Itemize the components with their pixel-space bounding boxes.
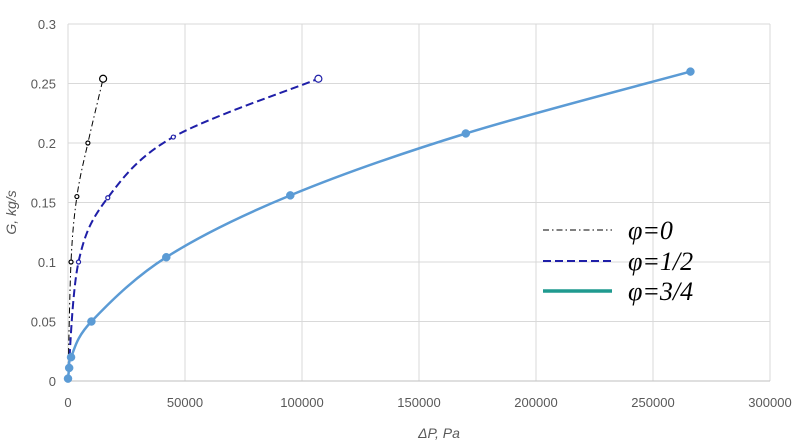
data-point — [105, 195, 111, 201]
data-point — [66, 352, 76, 362]
legend-label: φ=3/4 — [628, 277, 693, 306]
series-line — [66, 70, 691, 379]
data-point — [461, 129, 471, 138]
grid — [68, 23, 771, 381]
y-axis-title: G, kg/s — [3, 190, 19, 234]
data-point — [74, 193, 80, 200]
x-tick-label: 100000 — [280, 395, 323, 410]
x-tick-label: 200000 — [514, 395, 557, 410]
data-point — [314, 74, 323, 83]
data-point — [87, 317, 96, 326]
tick-labels: 0 50000 100000 150000 200000 250000 300000 0 0.0… — [31, 17, 792, 410]
data-point — [686, 67, 695, 76]
legend-label: φ=0 — [628, 216, 673, 245]
data-point — [75, 259, 82, 265]
data-point — [68, 259, 74, 265]
data-point — [162, 252, 171, 262]
y-tick-label: 0.2 — [38, 136, 56, 151]
y-tick-label: 0 — [49, 374, 56, 389]
legend: φ=0φ=1/2φ=3/4 — [543, 216, 693, 306]
axes — [67, 24, 770, 382]
data-point — [64, 363, 74, 373]
legend-label: φ=1/2 — [628, 247, 693, 276]
x-tick-label: 50000 — [167, 395, 203, 410]
x-axis-title: ΔP, Pa — [417, 425, 460, 441]
x-tick-label: 150000 — [397, 395, 440, 410]
x-tick-label: 300000 — [748, 395, 791, 410]
series-2 — [63, 67, 695, 383]
y-tick-label: 0.05 — [31, 315, 56, 330]
data-point — [286, 191, 295, 200]
data-point — [63, 374, 73, 383]
y-tick-label: 0.15 — [31, 196, 56, 211]
y-tick-label: 0.25 — [31, 77, 56, 92]
series-line — [67, 78, 104, 382]
data-point — [98, 74, 108, 83]
series-0 — [67, 74, 108, 382]
y-tick-label: 0.1 — [38, 255, 56, 270]
y-tick-label: 0.3 — [38, 17, 56, 32]
x-tick-label: 250000 — [631, 395, 674, 410]
series-1 — [67, 74, 323, 382]
series-line — [67, 77, 319, 382]
data-point — [85, 140, 91, 146]
data-point — [170, 134, 176, 140]
x-tick-label: 0 — [64, 395, 71, 410]
series-layer — [63, 67, 695, 383]
